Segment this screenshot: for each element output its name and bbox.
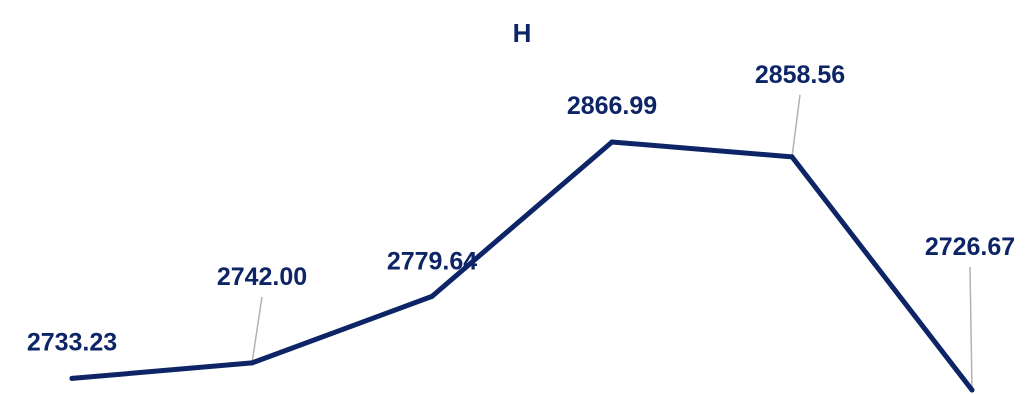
data-point — [429, 293, 435, 299]
label-leader-line — [251, 296, 263, 364]
data-label: 2866.99 — [567, 92, 657, 120]
label-leader-line — [791, 94, 801, 157]
data-label: 2742.00 — [217, 263, 307, 291]
label-leader-line — [969, 266, 973, 391]
data-labels: 2733.23 2742.00 2779.64 2866.99 2858.56 2726.… — [27, 61, 1015, 357]
data-point — [69, 375, 75, 381]
data-label: 2858.56 — [755, 61, 845, 89]
chart-title: H — [513, 18, 532, 48]
data-point — [249, 360, 255, 366]
data-label: 2726.67 — [925, 233, 1015, 261]
data-point — [609, 139, 615, 145]
data-point — [969, 387, 975, 393]
data-label: 2733.23 — [27, 328, 117, 356]
series-line — [69, 139, 975, 393]
label-leader-lines — [251, 94, 973, 391]
data-point — [789, 154, 795, 160]
series-layer — [69, 139, 975, 393]
data-label: 2779.64 — [387, 247, 477, 275]
